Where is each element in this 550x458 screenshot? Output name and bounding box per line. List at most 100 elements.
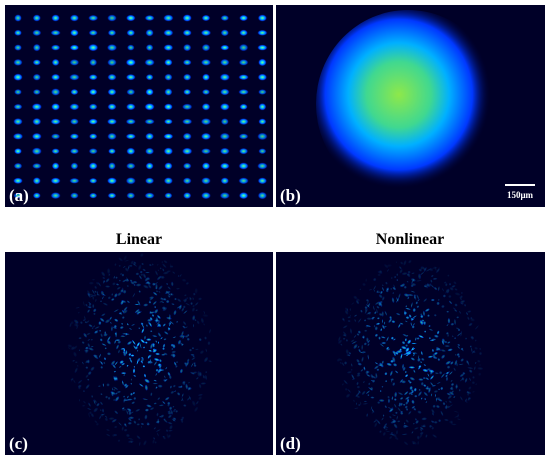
spot (403, 424, 410, 428)
spot (82, 319, 86, 321)
spot (123, 395, 126, 398)
spot (50, 177, 61, 185)
spot (454, 318, 456, 326)
spot (136, 435, 141, 440)
spot (172, 384, 176, 388)
spot (153, 360, 158, 366)
spot (176, 320, 179, 324)
spot (129, 264, 133, 268)
spot (336, 357, 342, 362)
spot (150, 360, 153, 364)
spot (164, 378, 168, 382)
spot (360, 309, 363, 313)
spot (396, 429, 398, 436)
spot (188, 381, 190, 384)
spot (31, 132, 42, 141)
spot (393, 423, 398, 429)
spot (110, 297, 115, 302)
spot (167, 286, 172, 290)
spot (104, 318, 111, 324)
spot (136, 341, 141, 348)
spot (118, 349, 120, 354)
spot (420, 381, 424, 386)
spot (124, 384, 129, 389)
spot (107, 192, 117, 199)
spot (171, 303, 175, 306)
spot (110, 325, 113, 332)
spot (433, 286, 438, 291)
spot (50, 29, 61, 36)
spot (152, 291, 158, 296)
spot (135, 283, 142, 287)
spot (422, 368, 429, 373)
spot (123, 306, 128, 312)
spot (413, 294, 417, 301)
spot (127, 421, 133, 425)
spot (194, 348, 199, 351)
spot (220, 117, 229, 126)
spot (433, 338, 436, 341)
spot (395, 261, 398, 264)
spot (154, 352, 161, 356)
spot (100, 393, 103, 396)
spot (442, 294, 447, 298)
spot (363, 319, 367, 322)
spot (459, 395, 464, 401)
spot (156, 263, 159, 266)
spot (465, 311, 469, 316)
spot (173, 417, 177, 420)
spot (93, 399, 96, 406)
spot (175, 409, 179, 413)
spot (172, 271, 176, 275)
spot (361, 344, 364, 351)
spot (374, 326, 379, 331)
spot (393, 432, 398, 439)
spot (185, 383, 189, 390)
spot (180, 385, 183, 388)
spot (74, 361, 78, 364)
spot (419, 431, 424, 436)
spot (201, 73, 211, 81)
spot (368, 288, 373, 291)
spot (140, 357, 145, 363)
spot (432, 277, 438, 281)
spot (450, 322, 455, 326)
spot (452, 410, 460, 413)
spot (196, 320, 200, 325)
spot (395, 312, 401, 316)
spot (447, 348, 454, 352)
spot (392, 338, 396, 341)
spot (373, 365, 380, 370)
spot (433, 334, 439, 338)
spot (181, 118, 193, 125)
spot (138, 274, 143, 280)
spot (122, 279, 127, 283)
spot (405, 305, 408, 308)
spot (187, 387, 191, 391)
spot (12, 132, 24, 140)
spot (140, 273, 144, 277)
spot (470, 316, 473, 320)
spot (353, 343, 358, 350)
spot (127, 417, 133, 422)
spot (91, 279, 96, 281)
spot (413, 426, 419, 430)
spot (81, 404, 86, 407)
spot (155, 368, 159, 372)
spot (90, 366, 95, 372)
spot (50, 133, 61, 140)
spot (160, 336, 163, 340)
panel-title: Nonlinear (376, 231, 444, 248)
spot (99, 408, 102, 412)
spot (444, 405, 451, 409)
spot (87, 338, 91, 341)
spot (170, 281, 174, 287)
spot (198, 395, 203, 401)
spot (113, 275, 116, 280)
spot (167, 421, 173, 425)
spot (430, 298, 435, 302)
spot (386, 264, 393, 268)
spot (101, 343, 107, 347)
spot (388, 317, 393, 324)
spot (167, 411, 172, 415)
